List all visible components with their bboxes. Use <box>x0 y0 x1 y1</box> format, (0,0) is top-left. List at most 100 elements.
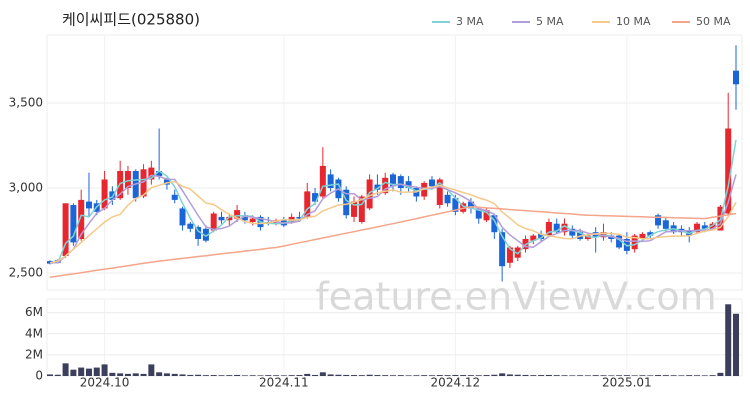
candle-body <box>366 179 373 209</box>
volume-bar <box>670 375 677 376</box>
y-tick-label: 3,000 <box>9 181 43 195</box>
candle-body <box>647 232 654 236</box>
legend-label: 3 MA <box>456 15 484 28</box>
volume-bar <box>249 375 256 376</box>
candle-body <box>179 208 186 226</box>
candle-body <box>467 201 474 209</box>
candle-body <box>351 201 358 217</box>
candle-body <box>428 179 435 187</box>
ma-line <box>50 139 737 264</box>
candle-body <box>101 179 108 209</box>
legend-label: 5 MA <box>536 15 564 28</box>
candle-body <box>639 233 646 239</box>
candle-body <box>312 193 319 202</box>
volume-bar <box>304 373 311 376</box>
volume-bar <box>257 375 264 376</box>
volume-bar <box>717 372 724 376</box>
volume-bar <box>163 373 170 376</box>
candle-body <box>499 232 506 267</box>
candle-body <box>694 223 701 233</box>
volume-bar <box>662 375 669 376</box>
volume-bar <box>327 374 334 376</box>
volume-bar <box>156 372 163 376</box>
volume-bar <box>413 375 420 376</box>
volume-bar <box>273 375 280 376</box>
volume-bar <box>553 375 560 376</box>
candle-body <box>156 171 163 177</box>
volume-bar <box>522 374 529 376</box>
candle-body <box>436 179 443 205</box>
candle-body <box>530 235 537 241</box>
volume-bar <box>569 375 576 376</box>
volume-bar <box>639 375 646 376</box>
candle-body <box>405 181 412 188</box>
volume-bar <box>265 375 272 376</box>
candle-body <box>725 128 732 214</box>
volume-bar <box>733 313 739 376</box>
volume-bar <box>577 375 584 376</box>
candle-body <box>514 247 521 258</box>
volume-bar <box>93 367 100 376</box>
volume-bar <box>452 374 459 376</box>
candle-body <box>569 228 576 236</box>
volume-bar <box>202 375 209 376</box>
candle-body <box>202 228 209 241</box>
volume-bar <box>78 367 85 376</box>
x-tick-label: 2024.12 <box>431 376 481 390</box>
ma-line <box>50 174 737 264</box>
candle-body <box>296 216 303 219</box>
candle-body <box>545 222 552 236</box>
volume-bar <box>241 375 248 376</box>
legend-label: 10 MA <box>616 15 651 28</box>
volume-bar <box>109 372 116 376</box>
candle-body <box>475 208 482 219</box>
volume-bar <box>725 304 732 376</box>
candle-body <box>374 184 381 190</box>
candle-body <box>616 235 623 248</box>
volume-bar <box>319 372 326 376</box>
volume-bar <box>101 364 108 376</box>
candle-body <box>460 203 467 212</box>
candle-body <box>553 223 560 233</box>
candle-body <box>210 213 217 231</box>
candle-body <box>226 216 233 221</box>
volume-bar <box>647 375 654 376</box>
candle-body <box>85 201 92 209</box>
volume-bar <box>506 374 513 376</box>
volume-bar <box>592 375 599 376</box>
candle-body <box>631 235 638 250</box>
panel-frame <box>46 34 743 291</box>
volume-bar <box>366 374 373 376</box>
volume-bar <box>171 373 178 376</box>
volume-bar <box>397 375 404 376</box>
candle-body <box>124 171 131 188</box>
volume-bar <box>623 375 630 376</box>
chart-title: 케이씨피드(025880) <box>62 11 200 29</box>
volume-bar <box>179 374 186 376</box>
volume-bar <box>584 375 591 376</box>
volume-bar <box>475 375 482 376</box>
volume-bar <box>491 374 498 376</box>
volume-bar <box>421 375 428 376</box>
volume-bar <box>631 375 638 376</box>
volume-bar <box>545 374 552 376</box>
grid-layer <box>46 34 743 377</box>
candle-body <box>218 216 225 221</box>
y-tick-label: 2M <box>25 347 43 361</box>
volume-bar <box>280 375 287 376</box>
candle-body <box>343 189 350 216</box>
volume-bar <box>47 374 53 376</box>
candle-body <box>187 223 194 229</box>
volume-bar <box>514 374 521 376</box>
candle-body <box>319 165 326 197</box>
candle-body <box>171 194 178 200</box>
candle-body <box>195 227 202 239</box>
ma-line <box>49 180 737 264</box>
candle-body <box>70 205 77 243</box>
volume-bar <box>444 375 451 376</box>
volume-bar <box>600 375 607 376</box>
volume-bar <box>694 375 701 376</box>
volume-bar <box>616 375 623 376</box>
watermark: feature.enViewV.com <box>315 275 716 319</box>
